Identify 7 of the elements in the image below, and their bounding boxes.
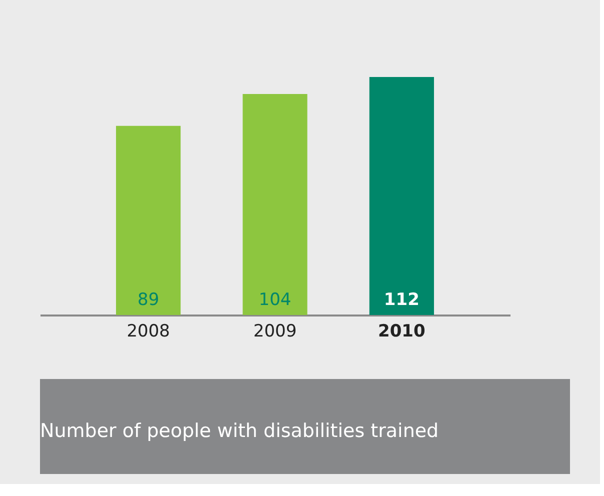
data-label: 104: [258, 290, 292, 310]
data-label: 112: [384, 290, 420, 310]
x-tick-label: 2010: [378, 322, 426, 342]
x-tick-label: 2008: [126, 322, 170, 342]
text: Number of people with disabilities trained: [40, 420, 439, 442]
x-tick-label: 2009: [253, 322, 297, 342]
data-label: 89: [137, 290, 160, 310]
